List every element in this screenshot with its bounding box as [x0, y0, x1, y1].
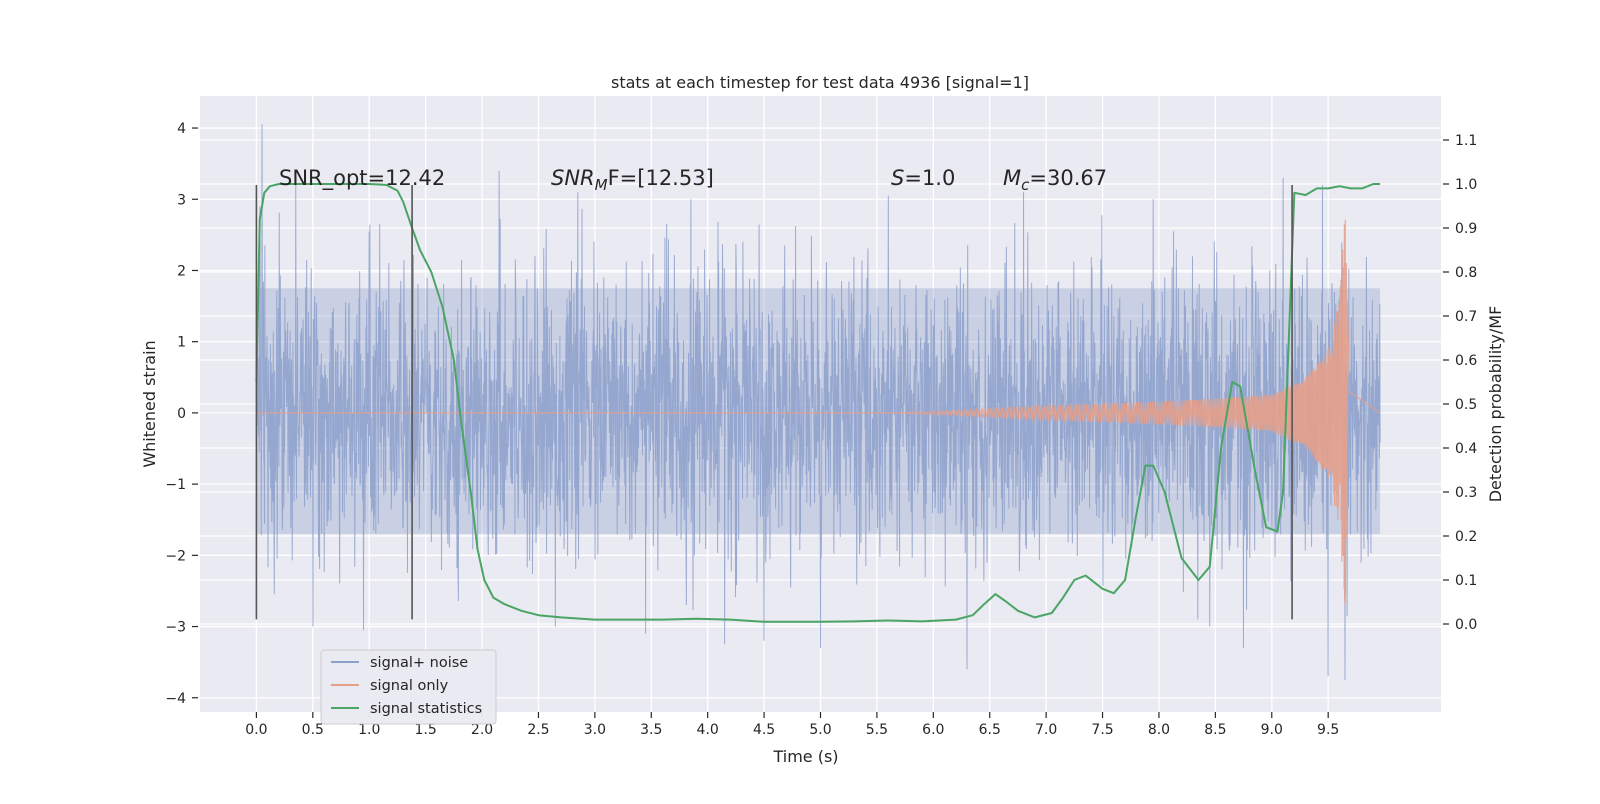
legend-label-signal: signal only — [370, 678, 449, 694]
annotation-snr-opt: SNR_opt=12.42 — [279, 166, 445, 191]
x-tick-label-4: 2.0 — [471, 722, 493, 738]
x-tick-label-13: 6.5 — [979, 722, 1001, 738]
annotation-s: S=1.0 — [891, 166, 955, 190]
legend-label-noise: signal+ noise — [370, 655, 468, 671]
yl-tick-label-3: 1 — [177, 335, 186, 351]
x-tick-label-16: 8.0 — [1148, 722, 1170, 738]
yl-tick-label-7: −3 — [165, 620, 186, 636]
yr-tick-label-9: 0.2 — [1455, 529, 1477, 545]
yr-tick-label-4: 0.7 — [1455, 309, 1477, 325]
y-left-axis-label: Whitened strain — [140, 340, 159, 467]
x-tick-label-6: 3.0 — [584, 722, 606, 738]
x-tick-label-7: 3.5 — [640, 722, 662, 738]
x-tick-label-0: 0.0 — [245, 722, 267, 738]
yl-tick-label-6: −2 — [165, 548, 186, 564]
chart-title: stats at each timestep for test data 493… — [611, 73, 1029, 92]
yl-tick-label-4: 0 — [177, 406, 186, 422]
yr-tick-label-8: 0.3 — [1455, 485, 1477, 501]
y-right-axis-ticks: 1.1 1.0 0.9 0.8 0.7 0.6 0.5 0.4 0.3 0.2 0.1 0.0 — [1443, 133, 1477, 633]
yl-tick-label-8: −4 — [165, 691, 186, 707]
x-tick-label-8: 4.0 — [697, 722, 719, 738]
x-tick-label-5: 2.5 — [527, 722, 549, 738]
y-left-axis-ticks: 4 3 2 1 0 −1 −2 −3 −4 — [165, 121, 198, 707]
x-tick-label-9: 4.5 — [753, 722, 775, 738]
x-tick-label-11: 5.5 — [866, 722, 888, 738]
x-tick-label-18: 9.0 — [1261, 722, 1283, 738]
yr-tick-label-5: 0.6 — [1455, 353, 1477, 369]
x-tick-label-14: 7.0 — [1035, 722, 1057, 738]
x-tick-label-15: 7.5 — [1091, 722, 1113, 738]
signal-trace — [256, 219, 1381, 606]
x-tick-label-1: 0.5 — [302, 722, 324, 738]
yl-tick-label-0: 4 — [177, 121, 186, 137]
yr-tick-label-2: 0.9 — [1455, 221, 1477, 237]
x-axis-label: Time (s) — [772, 747, 838, 766]
yr-tick-label-10: 0.1 — [1455, 573, 1477, 589]
yr-tick-label-0: 1.1 — [1455, 133, 1477, 149]
x-tick-label-12: 6.0 — [922, 722, 944, 738]
yl-tick-label-1: 3 — [177, 192, 186, 208]
series-signal-only — [256, 219, 1381, 606]
y-right-axis-label: Detection probability/MF — [1486, 306, 1505, 503]
yr-tick-label-7: 0.4 — [1455, 441, 1477, 457]
series-signal-statistics — [255, 183, 1381, 623]
legend-label-stats: signal statistics — [370, 701, 482, 717]
yr-tick-label-1: 1.0 — [1455, 177, 1477, 193]
yr-tick-label-3: 0.8 — [1455, 265, 1477, 281]
yl-tick-label-5: −1 — [165, 477, 186, 493]
yr-tick-label-6: 0.5 — [1455, 397, 1477, 413]
legend: signal+ noise signal only signal statist… — [320, 649, 497, 725]
yr-tick-label-11: 0.0 — [1455, 617, 1477, 633]
annotation-mc: Mc=30.67 — [1003, 166, 1107, 194]
annotation-snr-mf: SNRMF=[12.53] — [551, 166, 714, 194]
stats-trace — [255, 183, 1381, 623]
x-tick-label-10: 5.0 — [809, 722, 831, 738]
x-tick-label-19: 9.5 — [1317, 722, 1339, 738]
x-axis-ticks: 0.0 0.5 1.0 1.5 2.0 2.5 3.0 3.5 4.0 4.5 5.0 5.5 6.0 6… — [245, 712, 1339, 738]
vertical-markers — [255, 185, 1293, 620]
x-tick-label-2: 1.0 — [358, 722, 380, 738]
x-tick-label-17: 8.5 — [1204, 722, 1226, 738]
yl-tick-label-2: 2 — [177, 263, 186, 279]
legend-box — [320, 649, 497, 725]
x-tick-label-3: 1.5 — [415, 722, 437, 738]
